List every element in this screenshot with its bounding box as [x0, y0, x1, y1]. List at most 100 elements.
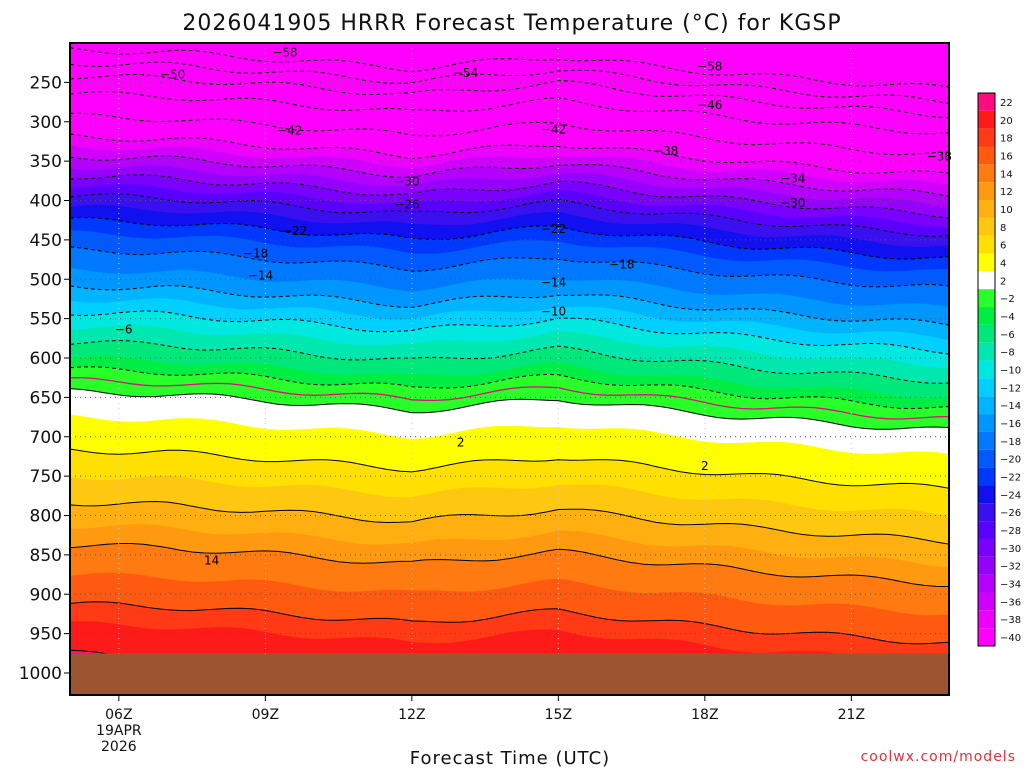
contour-label: −26 — [394, 197, 419, 211]
colorbar-swatch — [978, 164, 995, 183]
colorbar-swatch — [978, 378, 995, 397]
y-tick-label: 650 — [30, 388, 62, 408]
contour--34 — [70, 155, 949, 197]
colorbar-swatch — [978, 485, 995, 504]
contour-label: −42 — [277, 123, 302, 137]
colorbar-swatch — [978, 217, 995, 236]
contour--10 — [70, 310, 949, 355]
colorbar-label: −26 — [1000, 508, 1021, 519]
y-tick-label: 400 — [30, 192, 62, 212]
colorbar-label: 10 — [1000, 205, 1013, 216]
colorbar-label: −6 — [1000, 330, 1015, 341]
colorbar-swatch — [978, 307, 995, 325]
contour-label: −18 — [243, 246, 268, 260]
colorbar-swatch — [978, 556, 995, 575]
x-tick-label: 21Z — [838, 707, 865, 723]
colorbar-swatch — [978, 449, 995, 468]
contour--50 — [70, 73, 949, 119]
contour--30 — [70, 174, 949, 219]
contour-label: −54 — [453, 66, 478, 80]
colorbar-label: −30 — [1000, 544, 1021, 555]
colorbar-swatch — [978, 610, 995, 629]
contour-label: −50 — [160, 68, 185, 82]
colorbar-frame — [977, 92, 996, 647]
colorbar-label: −22 — [1000, 473, 1021, 484]
colorbar-label: −34 — [1000, 580, 1021, 591]
temperature-contours — [70, 47, 949, 692]
colorbar-label: −32 — [1000, 562, 1021, 573]
colorbar-swatch — [978, 146, 995, 165]
credit-text: coolwx.com/models — [861, 749, 1016, 765]
colorbar-swatch — [978, 324, 995, 343]
colorbar-swatch — [978, 182, 995, 201]
colorbar-swatch — [978, 342, 995, 361]
colorbar-swatch — [978, 128, 995, 147]
colorbar-label: 6 — [1000, 241, 1006, 252]
y-tick-label: 550 — [30, 310, 62, 330]
y-tick-label: 950 — [30, 625, 62, 645]
colorbar-label: −36 — [1000, 597, 1021, 608]
colorbar-label: −20 — [1000, 455, 1021, 466]
contour-14 — [70, 543, 949, 587]
colorbar-label: 22 — [1000, 98, 1013, 109]
colorbar-label: 20 — [1000, 116, 1013, 127]
x-axis-label: Forecast Time (UTC) — [410, 748, 610, 768]
contour--58 — [70, 47, 949, 88]
plot-frame — [69, 42, 950, 696]
colorbar-label: −4 — [1000, 312, 1015, 323]
colorbar-swatch — [978, 592, 995, 611]
colorbar-label: 4 — [1000, 258, 1006, 269]
contour-label: −42 — [541, 123, 566, 137]
contour--26 — [70, 193, 949, 237]
colorbar-swatch — [978, 467, 995, 486]
y-tick-label: 700 — [30, 428, 62, 448]
y-tick-label: 600 — [30, 349, 62, 369]
colorbar-swatch — [978, 431, 995, 450]
colorbar-label: −2 — [1000, 294, 1015, 305]
contour-labels: −58 −58 −50 −54 −46 −42 −42 −38 −38 −34 −30 −30 −26 −… — [115, 45, 952, 567]
contour--18 — [70, 246, 949, 288]
contour-18 — [70, 601, 949, 645]
contour-label: 2 — [701, 459, 709, 473]
contour-label: 2 — [457, 435, 465, 449]
contour-label: −22 — [282, 224, 307, 238]
contour-label: −22 — [541, 222, 566, 236]
chart-title: 2026041905 HRRR Forecast Temperature (°C… — [182, 11, 841, 36]
colorbar-swatch — [978, 538, 995, 557]
colorbar-swatch — [978, 200, 995, 218]
contour-label: −30 — [780, 196, 805, 210]
y-axis: 250 300 350 400 450 500 550 600 650 700 750 800 850 9… — [19, 73, 70, 684]
y-tick-label: 750 — [30, 467, 62, 487]
contour-6 — [70, 448, 949, 489]
colorbar-swatch — [978, 396, 995, 415]
freezing-line — [70, 377, 949, 420]
contour--38 — [70, 133, 949, 174]
contour--42 — [70, 112, 949, 156]
contour-label: −30 — [394, 175, 419, 189]
x-tick-date: 19APR — [96, 723, 142, 739]
contour-label: −10 — [541, 305, 566, 319]
colorbar-label: −18 — [1000, 437, 1021, 448]
y-tick-label: 250 — [30, 73, 62, 93]
x-tick-label: 12Z — [398, 707, 425, 723]
colorbar-label: −38 — [1000, 615, 1021, 626]
y-tick-label: 850 — [30, 546, 62, 566]
x-tick-date: 2026 — [101, 739, 137, 755]
contour--54 — [70, 61, 949, 105]
x-tick-label: 18Z — [691, 707, 718, 723]
colorbar-swatch — [978, 521, 995, 539]
y-tick-label: 500 — [30, 270, 62, 290]
colorbar-label: 8 — [1000, 223, 1006, 234]
colorbar-label: 18 — [1000, 134, 1013, 145]
contour-label: −6 — [115, 323, 133, 337]
contour-label: −34 — [780, 171, 805, 185]
colorbar-label: 12 — [1000, 187, 1013, 198]
y-tick-label: 800 — [30, 507, 62, 527]
x-tick-label: 06Z — [105, 707, 132, 723]
contour-label: −38 — [653, 144, 678, 158]
colorbar-label: −28 — [1000, 526, 1021, 537]
contour--14 — [70, 285, 949, 326]
y-tick-label: 350 — [30, 152, 62, 172]
colorbar-swatch — [978, 289, 995, 308]
